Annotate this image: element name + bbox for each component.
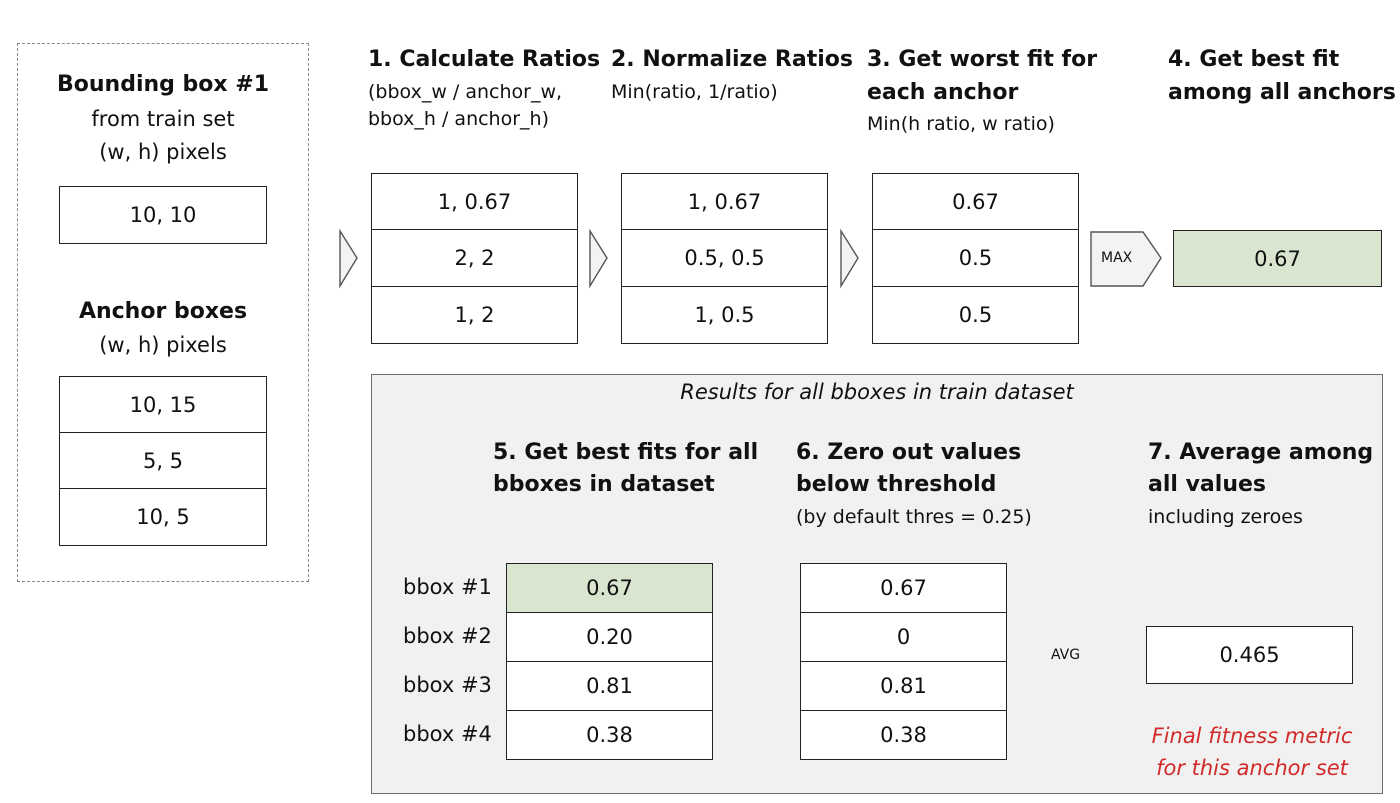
step3-cell-3: 0.5 bbox=[872, 286, 1079, 344]
bbox-subtitle: from train set bbox=[91, 107, 235, 131]
step3-cell-2: 0.5 bbox=[872, 229, 1079, 287]
step2-subtitle: Min(ratio, 1/ratio) bbox=[611, 81, 778, 103]
step4-best-fit-cell: 0.67 bbox=[1173, 230, 1382, 287]
bbox-label-4: bbox #4 bbox=[403, 722, 492, 746]
anchor-cell-2: 5, 5 bbox=[59, 432, 267, 489]
step1-cell-2: 2, 2 bbox=[371, 229, 578, 287]
anchor-units: (w, h) pixels bbox=[99, 333, 227, 357]
step1-subtitle-2: bbox_h / anchor_h) bbox=[368, 108, 549, 130]
bbox-label-2: bbox #2 bbox=[403, 624, 492, 648]
threshold-cell-4: 0.38 bbox=[800, 710, 1007, 760]
input-panel bbox=[17, 43, 309, 582]
bbox-units: (w, h) pixels bbox=[99, 140, 227, 164]
threshold-cell-3: 0.81 bbox=[800, 661, 1007, 711]
avg-tag-label: AVG bbox=[1051, 647, 1081, 663]
best-fit-cell-1: 0.67 bbox=[506, 563, 713, 613]
anchor-cell-1: 10, 15 bbox=[59, 376, 267, 433]
step7-title-1: 7. Average among bbox=[1148, 440, 1374, 465]
anchor-title: Anchor boxes bbox=[78, 299, 248, 324]
step2-cell-3: 1, 0.5 bbox=[621, 286, 828, 344]
threshold-cell-2: 0 bbox=[800, 612, 1007, 662]
arrow-to-step2 bbox=[589, 228, 608, 289]
step6-title-2: below threshold bbox=[796, 472, 997, 497]
step4-title-2: among all anchors bbox=[1168, 80, 1396, 105]
step6-title-1: 6. Zero out values bbox=[796, 440, 1022, 465]
step6-subtitle: (by default thres = 0.25) bbox=[796, 506, 1032, 528]
arrow-to-step3 bbox=[840, 228, 859, 289]
step3-title-1: 3. Get worst fit for bbox=[867, 47, 1098, 72]
step2-cell-2: 0.5, 0.5 bbox=[621, 229, 828, 287]
bbox-label-1: bbox #1 bbox=[403, 575, 492, 599]
max-tag-label: MAX bbox=[1101, 250, 1133, 266]
step1-title: 1. Calculate Ratios bbox=[368, 47, 601, 72]
bbox-label-3: bbox #3 bbox=[403, 673, 492, 697]
step1-cell-3: 1, 2 bbox=[371, 286, 578, 344]
bbox-title: Bounding box #1 bbox=[56, 72, 270, 97]
threshold-cell-1: 0.67 bbox=[800, 563, 1007, 613]
best-fit-cell-3: 0.81 bbox=[506, 661, 713, 711]
step2-cell-1: 1, 0.67 bbox=[621, 173, 828, 230]
step7-subtitle: including zeroes bbox=[1148, 506, 1303, 528]
step1-cell-1: 1, 0.67 bbox=[371, 173, 578, 230]
arrow-to-step1 bbox=[339, 228, 358, 289]
step3-subtitle: Min(h ratio, w ratio) bbox=[867, 113, 1055, 135]
step5-title-1: 5. Get best fits for all bbox=[493, 440, 759, 465]
step2-title: 2. Normalize Ratios bbox=[611, 47, 853, 72]
step4-title-1: 4. Get best fit bbox=[1168, 47, 1340, 72]
step1-subtitle-1: (bbox_w / anchor_w, bbox=[368, 81, 563, 103]
results-title: Results for all bboxes in train dataset bbox=[680, 380, 1074, 404]
final-value-cell: 0.465 bbox=[1146, 626, 1353, 684]
step7-title-2: all values bbox=[1148, 472, 1266, 497]
annotation-line-2: for this anchor set bbox=[1156, 756, 1348, 780]
bbox-value-cell: 10, 10 bbox=[59, 186, 267, 244]
step3-title-2: each anchor bbox=[867, 80, 1019, 105]
max-tag-shape bbox=[1090, 231, 1162, 287]
best-fit-cell-2: 0.20 bbox=[506, 612, 713, 662]
annotation-line-1: Final fitness metric bbox=[1151, 724, 1353, 748]
step3-cell-1: 0.67 bbox=[872, 173, 1079, 230]
anchor-cell-3: 10, 5 bbox=[59, 488, 267, 546]
best-fit-cell-4: 0.38 bbox=[506, 710, 713, 760]
step5-title-2: bboxes in dataset bbox=[493, 472, 715, 497]
